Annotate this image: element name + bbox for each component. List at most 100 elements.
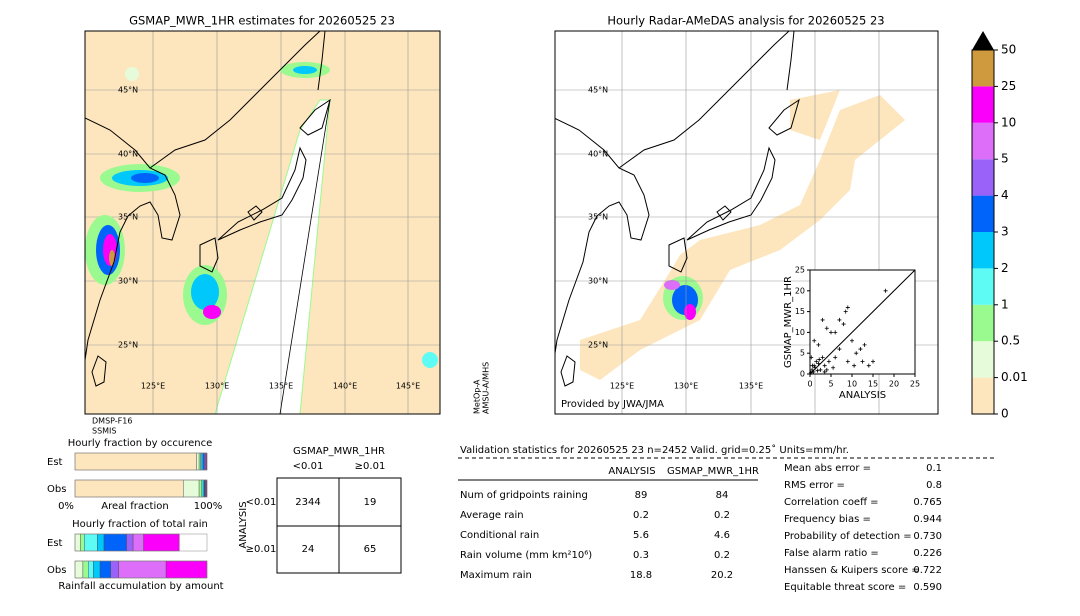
score-value: 0.722 <box>913 565 942 576</box>
scatter-point <box>883 288 888 293</box>
y-tick-label: 15 <box>795 307 805 316</box>
score-label: Correlation coeff = <box>784 497 879 508</box>
row-label: Obs <box>47 565 66 576</box>
colorbar-segment <box>972 159 994 196</box>
fraction-segment <box>198 479 202 498</box>
scatter-point <box>833 330 838 335</box>
lat-label: 30°N <box>588 277 608 286</box>
score-value: 0.590 <box>913 582 942 593</box>
fraction-segment <box>143 533 180 552</box>
fraction-segment <box>132 533 144 552</box>
map-title: GSMAP_MWR_1HR estimates for 20260525 23 <box>129 14 395 28</box>
lon-label: 145°E <box>396 382 420 391</box>
map-frame <box>84 30 441 415</box>
credit: Provided by JWA/JMA <box>561 399 664 410</box>
lon-label: 130°E <box>674 382 698 391</box>
scatter-point <box>811 369 816 374</box>
cell: 4.6 <box>714 530 730 541</box>
lat-label: 25°N <box>588 341 608 350</box>
scatter-point <box>862 342 867 347</box>
scatter-point <box>817 357 822 362</box>
colorbar-segment <box>972 195 994 232</box>
left-map <box>85 31 440 414</box>
scatter-point <box>816 342 821 347</box>
axis-label: Areal fraction <box>101 501 168 512</box>
score-label: RMS error = <box>784 480 845 491</box>
row-header: <0.01 <box>246 497 277 508</box>
scatter-point <box>845 305 850 310</box>
cell: 89 <box>635 490 648 501</box>
scatter-point <box>831 365 836 370</box>
colorbar-segment <box>972 341 994 378</box>
scatter-point <box>871 359 875 364</box>
lat-label: 25°N <box>118 341 138 350</box>
stats-header: Validation statistics for 20260525 23 n=… <box>460 444 849 456</box>
scatter-point <box>815 368 820 373</box>
row-label: Est <box>47 538 63 549</box>
bar-frame <box>74 533 208 552</box>
score-label: Frequency bias = <box>784 514 871 525</box>
cell: 5.6 <box>633 530 649 541</box>
scatter-point <box>820 317 825 322</box>
row-label: Conditional rain <box>460 530 539 541</box>
scatter-point <box>841 322 846 327</box>
scatter-point <box>850 338 854 343</box>
x-tick-label: 25 <box>910 380 920 389</box>
fraction-segment <box>82 560 89 579</box>
score-value: 0.226 <box>913 548 942 559</box>
row-label: Obs <box>47 484 66 495</box>
scatter-point <box>814 359 819 364</box>
fraction-segment <box>118 560 167 579</box>
axis-label: 100% <box>194 501 223 512</box>
scatter-point <box>854 351 859 356</box>
map-labels: 45°N 40°N 35°N 30°N 25°N 125°E 130°E 135… <box>58 86 996 592</box>
score-label: False alarm ratio = <box>784 548 879 559</box>
scatter-point <box>822 363 827 368</box>
colorbar-label: 50 <box>1001 43 1016 57</box>
fraction-segment <box>84 533 98 552</box>
scatter-point <box>837 347 842 352</box>
scatter-point <box>810 367 815 372</box>
scatter-point <box>810 363 815 368</box>
scatter-point <box>837 317 842 322</box>
x-tick-label: 20 <box>889 380 899 389</box>
sensor-label: AMSU-A/MHS <box>482 362 491 414</box>
scatter-point <box>852 363 857 368</box>
fraction-segment <box>110 560 119 579</box>
lat-label: 30°N <box>118 277 138 286</box>
colorbar-segment <box>972 232 994 269</box>
scatter-point <box>858 347 863 352</box>
fraction-segment <box>87 560 94 579</box>
colorbar-label: 10 <box>1001 115 1016 129</box>
colorbar-label: 3 <box>1001 225 1009 239</box>
score-label: Equitable threat score = <box>784 582 906 593</box>
colorbar-label: 1 <box>1001 297 1009 311</box>
fraction-segment <box>196 452 200 471</box>
fraction-segment <box>74 560 84 579</box>
row-label: Rain volume (mm km²10⁶) <box>460 550 592 561</box>
y-tick-label: 5 <box>800 349 805 358</box>
colorbar-segment <box>972 122 994 160</box>
row-label: Maximum rain <box>460 570 532 581</box>
colorbar-label: 25 <box>1001 79 1016 93</box>
map-frame <box>554 30 939 415</box>
scatter-point <box>812 338 817 343</box>
scatter-point <box>829 330 833 335</box>
lat-label: 45°N <box>588 86 608 95</box>
lat-label: 35°N <box>118 213 138 222</box>
cell: 65 <box>364 544 377 555</box>
scatter-point <box>816 361 821 366</box>
axis-label: 0% <box>58 501 74 512</box>
x-tick-label: 15 <box>868 380 878 389</box>
lon-label: 125°E <box>610 382 634 391</box>
cell: 19 <box>364 497 377 508</box>
colorbar-segment <box>972 268 994 305</box>
colorbar-label: 0 <box>1001 407 1009 421</box>
cell: 20.2 <box>711 570 733 581</box>
scatter-point <box>818 367 823 372</box>
sensor-label: MetOp-A <box>473 379 482 414</box>
row-title: ANALYSIS <box>238 501 249 548</box>
score-value: 0.1 <box>926 463 942 474</box>
lon-label: 125°E <box>141 382 165 391</box>
sensor-label: DMSP-F16 <box>92 417 132 426</box>
